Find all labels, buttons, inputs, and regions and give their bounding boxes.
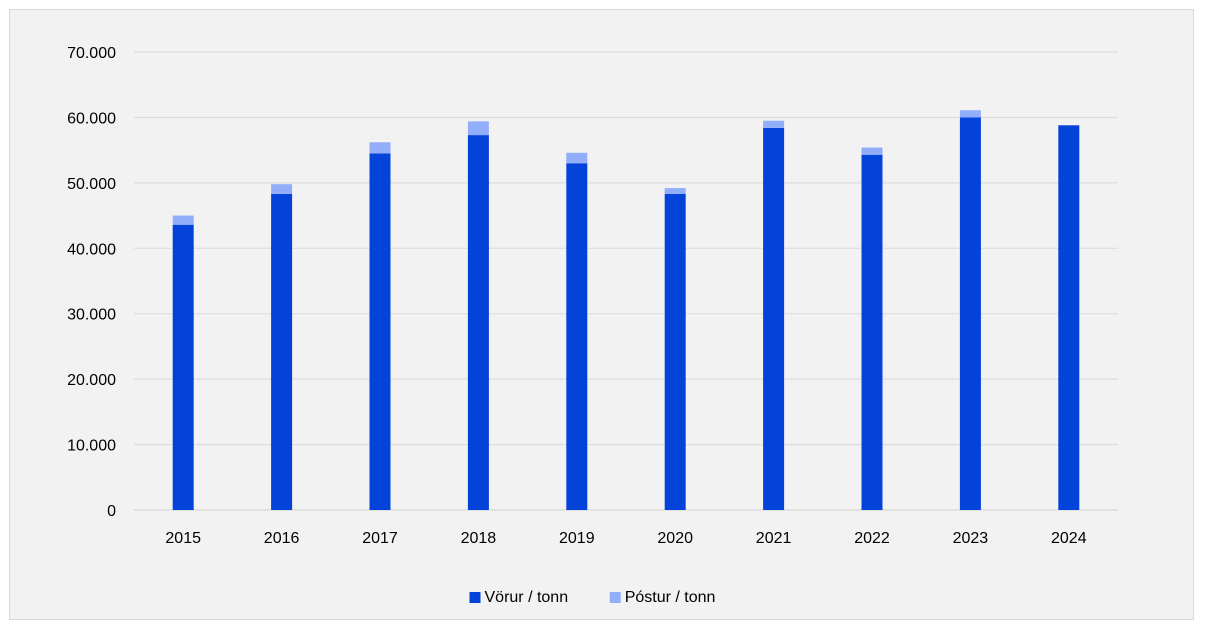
- x-tick-label: 2020: [657, 530, 693, 547]
- y-tick-label: 0: [107, 503, 116, 520]
- legend-swatch: [609, 592, 621, 603]
- bar-vorur: [467, 135, 489, 510]
- bar-postur: [861, 147, 883, 155]
- legend-label: Póstur / tonn: [625, 589, 716, 606]
- bar-vorur: [959, 117, 981, 510]
- x-tick-label: 2015: [165, 530, 201, 547]
- x-tick-label: 2023: [953, 530, 989, 547]
- y-tick-label: 50.000: [67, 176, 116, 193]
- bar-postur: [763, 120, 785, 128]
- bar-postur: [467, 121, 489, 136]
- y-tick-label: 40.000: [67, 241, 116, 258]
- y-axis-tick-labels: 0 10.000 20.000 30.000 40.000 50.000 60.000 70.…: [67, 45, 116, 520]
- x-tick-label: 2018: [461, 530, 497, 547]
- x-tick-label: 2024: [1051, 530, 1087, 547]
- y-tick-label: 70.000: [67, 45, 116, 62]
- x-tick-label: 2019: [559, 530, 595, 547]
- bar-vorur: [861, 154, 883, 511]
- x-tick-label: 2022: [854, 530, 890, 547]
- x-tick-label: 2021: [756, 530, 792, 547]
- bar-vorur: [566, 163, 588, 510]
- gridlines: [134, 51, 1118, 511]
- legend: Vörur / tonn Póstur / tonn: [469, 589, 716, 606]
- bar-vorur: [369, 153, 391, 510]
- bar-vorur: [664, 193, 686, 511]
- x-axis-tick-labels: 2015 2016 2017 2018 2019 2020 2021 2022 2023 2024: [165, 530, 1086, 547]
- chart-background: [9, 9, 1194, 620]
- bar-postur: [172, 215, 194, 225]
- bar-vorur: [271, 193, 293, 511]
- bars: [172, 110, 1080, 511]
- legend-swatch: [469, 592, 481, 603]
- bar-vorur: [763, 127, 785, 510]
- y-tick-label: 30.000: [67, 307, 116, 324]
- y-tick-label: 10.000: [67, 438, 116, 455]
- bar-postur: [566, 152, 588, 164]
- y-tick-label: 60.000: [67, 110, 116, 127]
- x-tick-label: 2017: [362, 530, 398, 547]
- bar-postur: [271, 184, 293, 194]
- bar-vorur: [172, 224, 194, 510]
- bar-postur: [959, 110, 981, 118]
- x-tick-label: 2016: [264, 530, 300, 547]
- y-tick-label: 20.000: [67, 372, 116, 389]
- legend-label: Vörur / tonn: [485, 589, 569, 606]
- bar-postur: [664, 188, 686, 194]
- bar-vorur: [1058, 125, 1080, 510]
- bar-postur: [369, 142, 391, 154]
